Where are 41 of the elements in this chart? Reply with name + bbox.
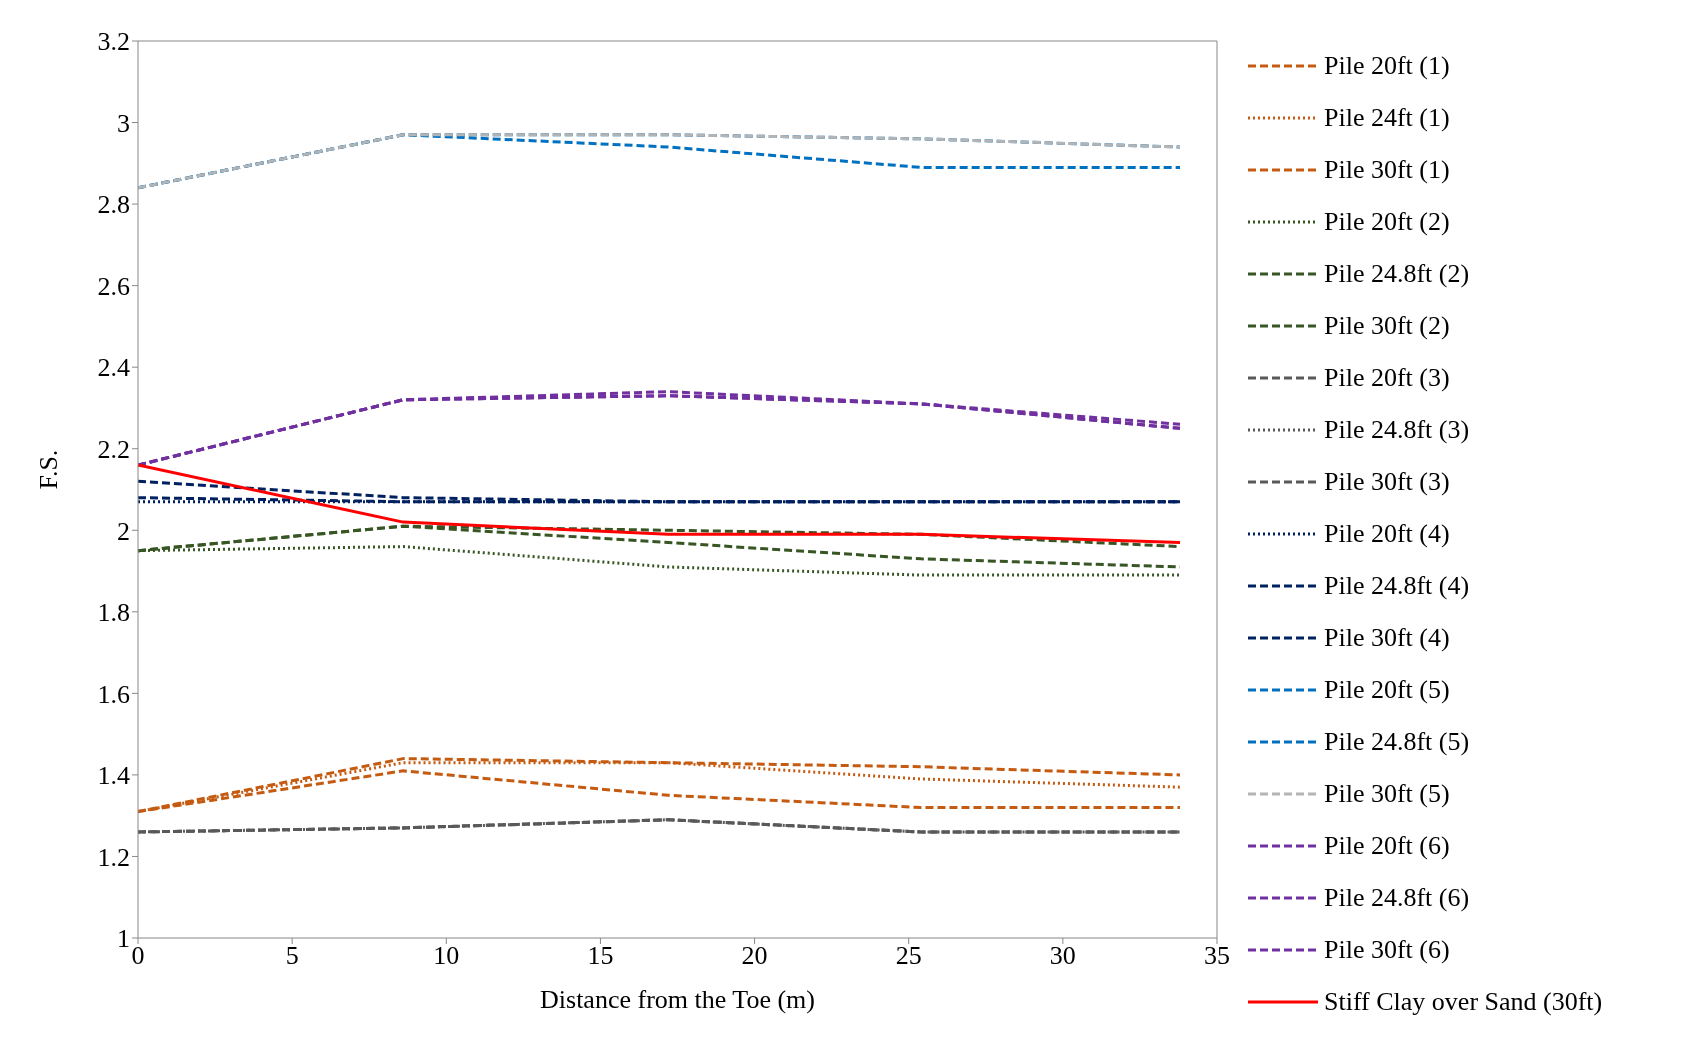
- x-tick-label: 0: [131, 941, 145, 971]
- y-tick-label: 1.4: [97, 761, 130, 791]
- legend-label: Pile 20ft (2): [1324, 207, 1450, 237]
- y-tick-label: 1.6: [97, 679, 130, 709]
- legend-label: Pile 30ft (3): [1324, 467, 1450, 497]
- x-tick-label: 25: [895, 941, 922, 971]
- y-tick-label: 2: [117, 516, 130, 546]
- x-tick-label: 10: [433, 941, 460, 971]
- y-tick-label: 2.2: [97, 434, 130, 464]
- legend-label: Pile 30ft (4): [1324, 623, 1450, 653]
- legend-label: Pile 30ft (5): [1324, 779, 1450, 809]
- legend-label: Stiff Clay over Sand (30ft): [1324, 987, 1603, 1017]
- legend-label: Pile 20ft (1): [1324, 51, 1450, 81]
- x-tick-label: 35: [1204, 941, 1230, 971]
- y-axis-title: F.S.: [34, 449, 64, 490]
- legend-label: Pile 24ft (1): [1324, 103, 1450, 133]
- x-axis-title: Distance from the Toe (m): [540, 985, 815, 1014]
- legend-label: Pile 24.8ft (5): [1324, 727, 1470, 757]
- legend-label: Pile 24.8ft (3): [1324, 415, 1470, 445]
- y-tick-label: 3.2: [97, 27, 130, 57]
- legend-label: Pile 30ft (1): [1324, 155, 1450, 185]
- legend-label: Pile 30ft (6): [1324, 935, 1450, 965]
- y-tick-label: 3: [117, 108, 130, 138]
- legend-label: Pile 24.8ft (6): [1324, 883, 1470, 913]
- y-tick-label: 1: [117, 924, 130, 954]
- legend-label: Pile 24.8ft (2): [1324, 259, 1470, 289]
- x-tick-label: 5: [285, 941, 299, 971]
- legend-label: Pile 20ft (4): [1324, 519, 1450, 549]
- legend-label: Pile 30ft (2): [1324, 311, 1450, 341]
- y-tick-label: 1.2: [97, 842, 130, 872]
- y-tick-label: 1.8: [97, 598, 130, 628]
- y-tick-label: 2.4: [97, 353, 130, 383]
- legend-label: Pile 20ft (3): [1324, 363, 1450, 393]
- x-tick-label: 20: [741, 941, 768, 971]
- legend-label: Pile 20ft (6): [1324, 831, 1450, 861]
- legend-label: Pile 20ft (5): [1324, 675, 1450, 705]
- x-tick-label: 30: [1049, 941, 1076, 971]
- x-tick-label: 15: [587, 941, 614, 971]
- y-tick-label: 2.8: [97, 190, 130, 220]
- legend-label: Pile 24.8ft (4): [1324, 571, 1470, 601]
- y-tick-label: 2.6: [97, 271, 130, 301]
